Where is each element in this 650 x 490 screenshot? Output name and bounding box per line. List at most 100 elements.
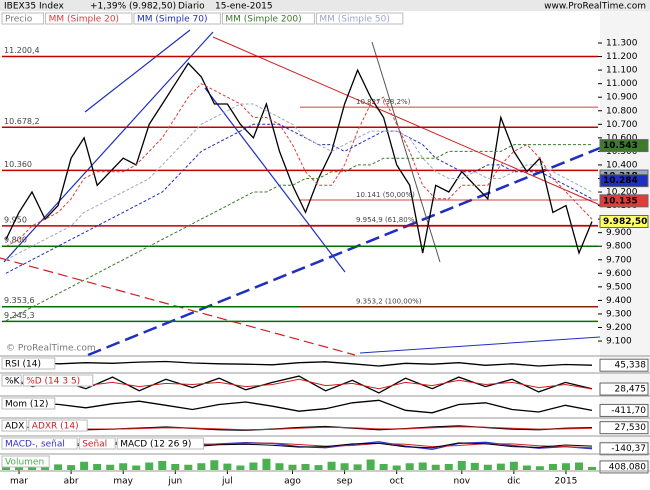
- volume-bar: [145, 462, 154, 470]
- volume-bar: [509, 461, 518, 470]
- volume-bar: [106, 464, 115, 470]
- legend-box: [78, 437, 116, 450]
- y-tick-label: 10.800: [606, 106, 638, 116]
- volume-bar: [366, 459, 375, 470]
- y-tick-label: 9.100: [606, 337, 632, 347]
- volume-bar: [483, 464, 492, 470]
- level-label: 9.353,6: [4, 296, 35, 305]
- legend-box: [315, 12, 404, 25]
- legend-entry: Volumen: [5, 458, 44, 468]
- legend-entry: RSI (14): [5, 360, 41, 370]
- last-value-label: 28,475: [615, 385, 647, 395]
- x-tick-label: may: [113, 477, 133, 487]
- volume-bar: [588, 466, 596, 470]
- level-label: 11.200,4: [4, 46, 40, 55]
- x-tick-label: mar: [10, 477, 28, 487]
- channel-line: [3, 31, 214, 263]
- legend-entry: Señal: [82, 440, 107, 450]
- volume-bar: [431, 464, 440, 470]
- y-tick-label: 9.200: [606, 323, 632, 333]
- legend-entry: ADXR (14): [32, 422, 79, 432]
- price-marker-label: 10.543: [603, 141, 638, 151]
- series-line: [5, 144, 592, 322]
- y-tick-label: 10.400: [606, 160, 638, 170]
- volume-bar: [171, 464, 180, 470]
- legend-box: [116, 437, 205, 450]
- volume-bar: [496, 463, 505, 470]
- last-value-label: 408.080: [609, 462, 646, 472]
- y-tick-label: 10.600: [606, 133, 638, 143]
- trend-line: [359, 336, 601, 354]
- period: Diario: [178, 2, 205, 12]
- legend-box: [1, 12, 45, 25]
- volume-bar: [249, 462, 258, 470]
- volume-bar: [353, 464, 362, 470]
- fib-label: 10.141 (50,00%): [356, 191, 415, 199]
- volume-bar: [158, 461, 167, 470]
- volume-bar: [67, 465, 76, 470]
- support-line: [87, 146, 601, 357]
- y-tick-label: 11.000: [606, 79, 638, 89]
- x-tick-label: ago: [284, 477, 301, 487]
- y-tick-label: 9.900: [606, 228, 632, 238]
- legend-box: [133, 12, 221, 25]
- volume-bar: [132, 465, 141, 470]
- legend-box: [1, 437, 78, 450]
- x-tick-label: nov: [454, 477, 471, 487]
- y-tick-label: 11.200: [606, 52, 638, 62]
- volume-bar: [210, 460, 219, 470]
- volume-bar: [379, 464, 388, 470]
- volume-bar: [522, 465, 531, 470]
- x-tick-label: oct: [390, 477, 404, 487]
- series-line: [5, 378, 593, 390]
- volume-bar: [340, 463, 349, 470]
- source: www.ProRealTime.com: [544, 2, 646, 12]
- last-value-label: -411,70: [611, 406, 646, 416]
- trend-line: [204, 87, 346, 273]
- volume-bar: [80, 461, 89, 470]
- volume-bar: [548, 464, 557, 470]
- trend-line: [212, 36, 601, 206]
- price-marker-label: 10.135: [603, 196, 638, 206]
- title: IBEX35 Index: [4, 2, 64, 12]
- volume-bar: [223, 463, 232, 470]
- last-value-box: [599, 358, 649, 372]
- volume-bar: [392, 465, 401, 470]
- legend-box: [1, 357, 56, 370]
- legend-entry: MM (Simple 20): [49, 15, 119, 25]
- price-marker: [599, 139, 649, 153]
- series-line: [5, 123, 593, 274]
- volume-bar: [418, 462, 427, 470]
- legend-box: [1, 455, 50, 468]
- legend-box: [22, 374, 94, 387]
- last-value-label: -140,37: [611, 444, 646, 454]
- legend-box: [221, 12, 315, 25]
- y-tick-label: 11.300: [606, 39, 638, 49]
- volume-bar: [314, 465, 323, 470]
- legend-box: [45, 12, 133, 25]
- legend-entry: MM (Simple 200): [225, 15, 301, 25]
- y-tick-label: 10.700: [606, 120, 638, 130]
- price-marker: [599, 194, 649, 208]
- series-line: [5, 103, 593, 261]
- volume-bar: [197, 463, 206, 470]
- legend-entry: MACD (12 26 9): [120, 440, 191, 450]
- volume-bar: [119, 463, 128, 470]
- fib-label: 9.353,2 (100,00%): [356, 298, 422, 306]
- volume-bar: [457, 461, 466, 470]
- y-tick-label: 9.500: [606, 282, 632, 292]
- level-label: 10.360: [4, 160, 32, 169]
- last-value-box: [599, 421, 649, 435]
- price-marker: [599, 174, 649, 188]
- last-value-box: [599, 442, 649, 456]
- volume-bar: [93, 464, 102, 470]
- volume-bar: [54, 464, 63, 470]
- legend-entry: Mom (12): [5, 400, 48, 410]
- legend-entry: MM (Simple 50): [319, 15, 389, 25]
- x-tick-label: jul: [221, 477, 233, 487]
- y-tick-label: 9.400: [606, 296, 632, 306]
- price-marker-label: 10.284: [603, 176, 638, 186]
- change: +1,39% (9.982,50): [90, 2, 176, 12]
- last-value-box: [599, 403, 649, 417]
